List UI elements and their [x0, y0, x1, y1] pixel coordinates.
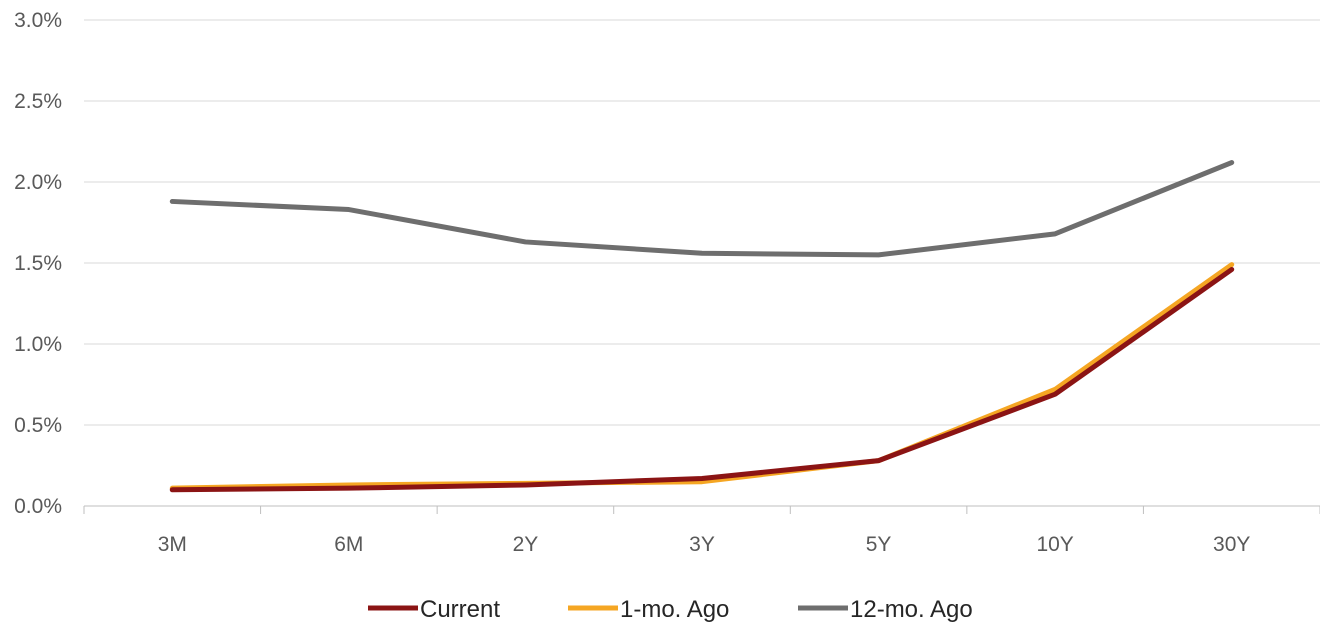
y-tick-label: 1.0%	[14, 333, 62, 356]
x-tick-label: 3M	[158, 533, 187, 556]
series-line-12-mo-ago	[169, 160, 1235, 258]
series-line-1-mo-ago	[169, 262, 1235, 491]
x-tick-label: 6M	[334, 533, 363, 556]
x-tick-label: 2Y	[513, 533, 539, 556]
y-tick-label: 2.5%	[14, 90, 62, 113]
x-axis: 3M 6M 2Y 3Y 5Y 10Y 30Y	[83, 505, 1320, 556]
series-line-current	[169, 266, 1235, 493]
y-tick-label: 2.0%	[14, 171, 62, 194]
y-axis: 0.0% 0.5% 1.0% 1.5% 2.0% 2.5% 3.0%	[14, 9, 62, 518]
y-tick-label: 1.5%	[14, 252, 62, 275]
legend-label: Current	[420, 596, 500, 623]
x-tick-label: 10Y	[1036, 533, 1073, 556]
legend-label: 12-mo. Ago	[850, 596, 973, 623]
series-lines	[169, 160, 1235, 493]
x-tick-label: 5Y	[866, 533, 892, 556]
y-tick-label: 0.0%	[14, 495, 62, 518]
legend-label: 1-mo. Ago	[620, 596, 729, 623]
x-tick-label: 3Y	[689, 533, 715, 556]
gridlines	[84, 19, 1320, 426]
y-tick-label: 3.0%	[14, 9, 62, 32]
legend: Current 1-mo. Ago 12-mo. Ago	[368, 596, 973, 623]
x-tick-label: 30Y	[1213, 533, 1250, 556]
y-tick-label: 0.5%	[14, 414, 62, 437]
